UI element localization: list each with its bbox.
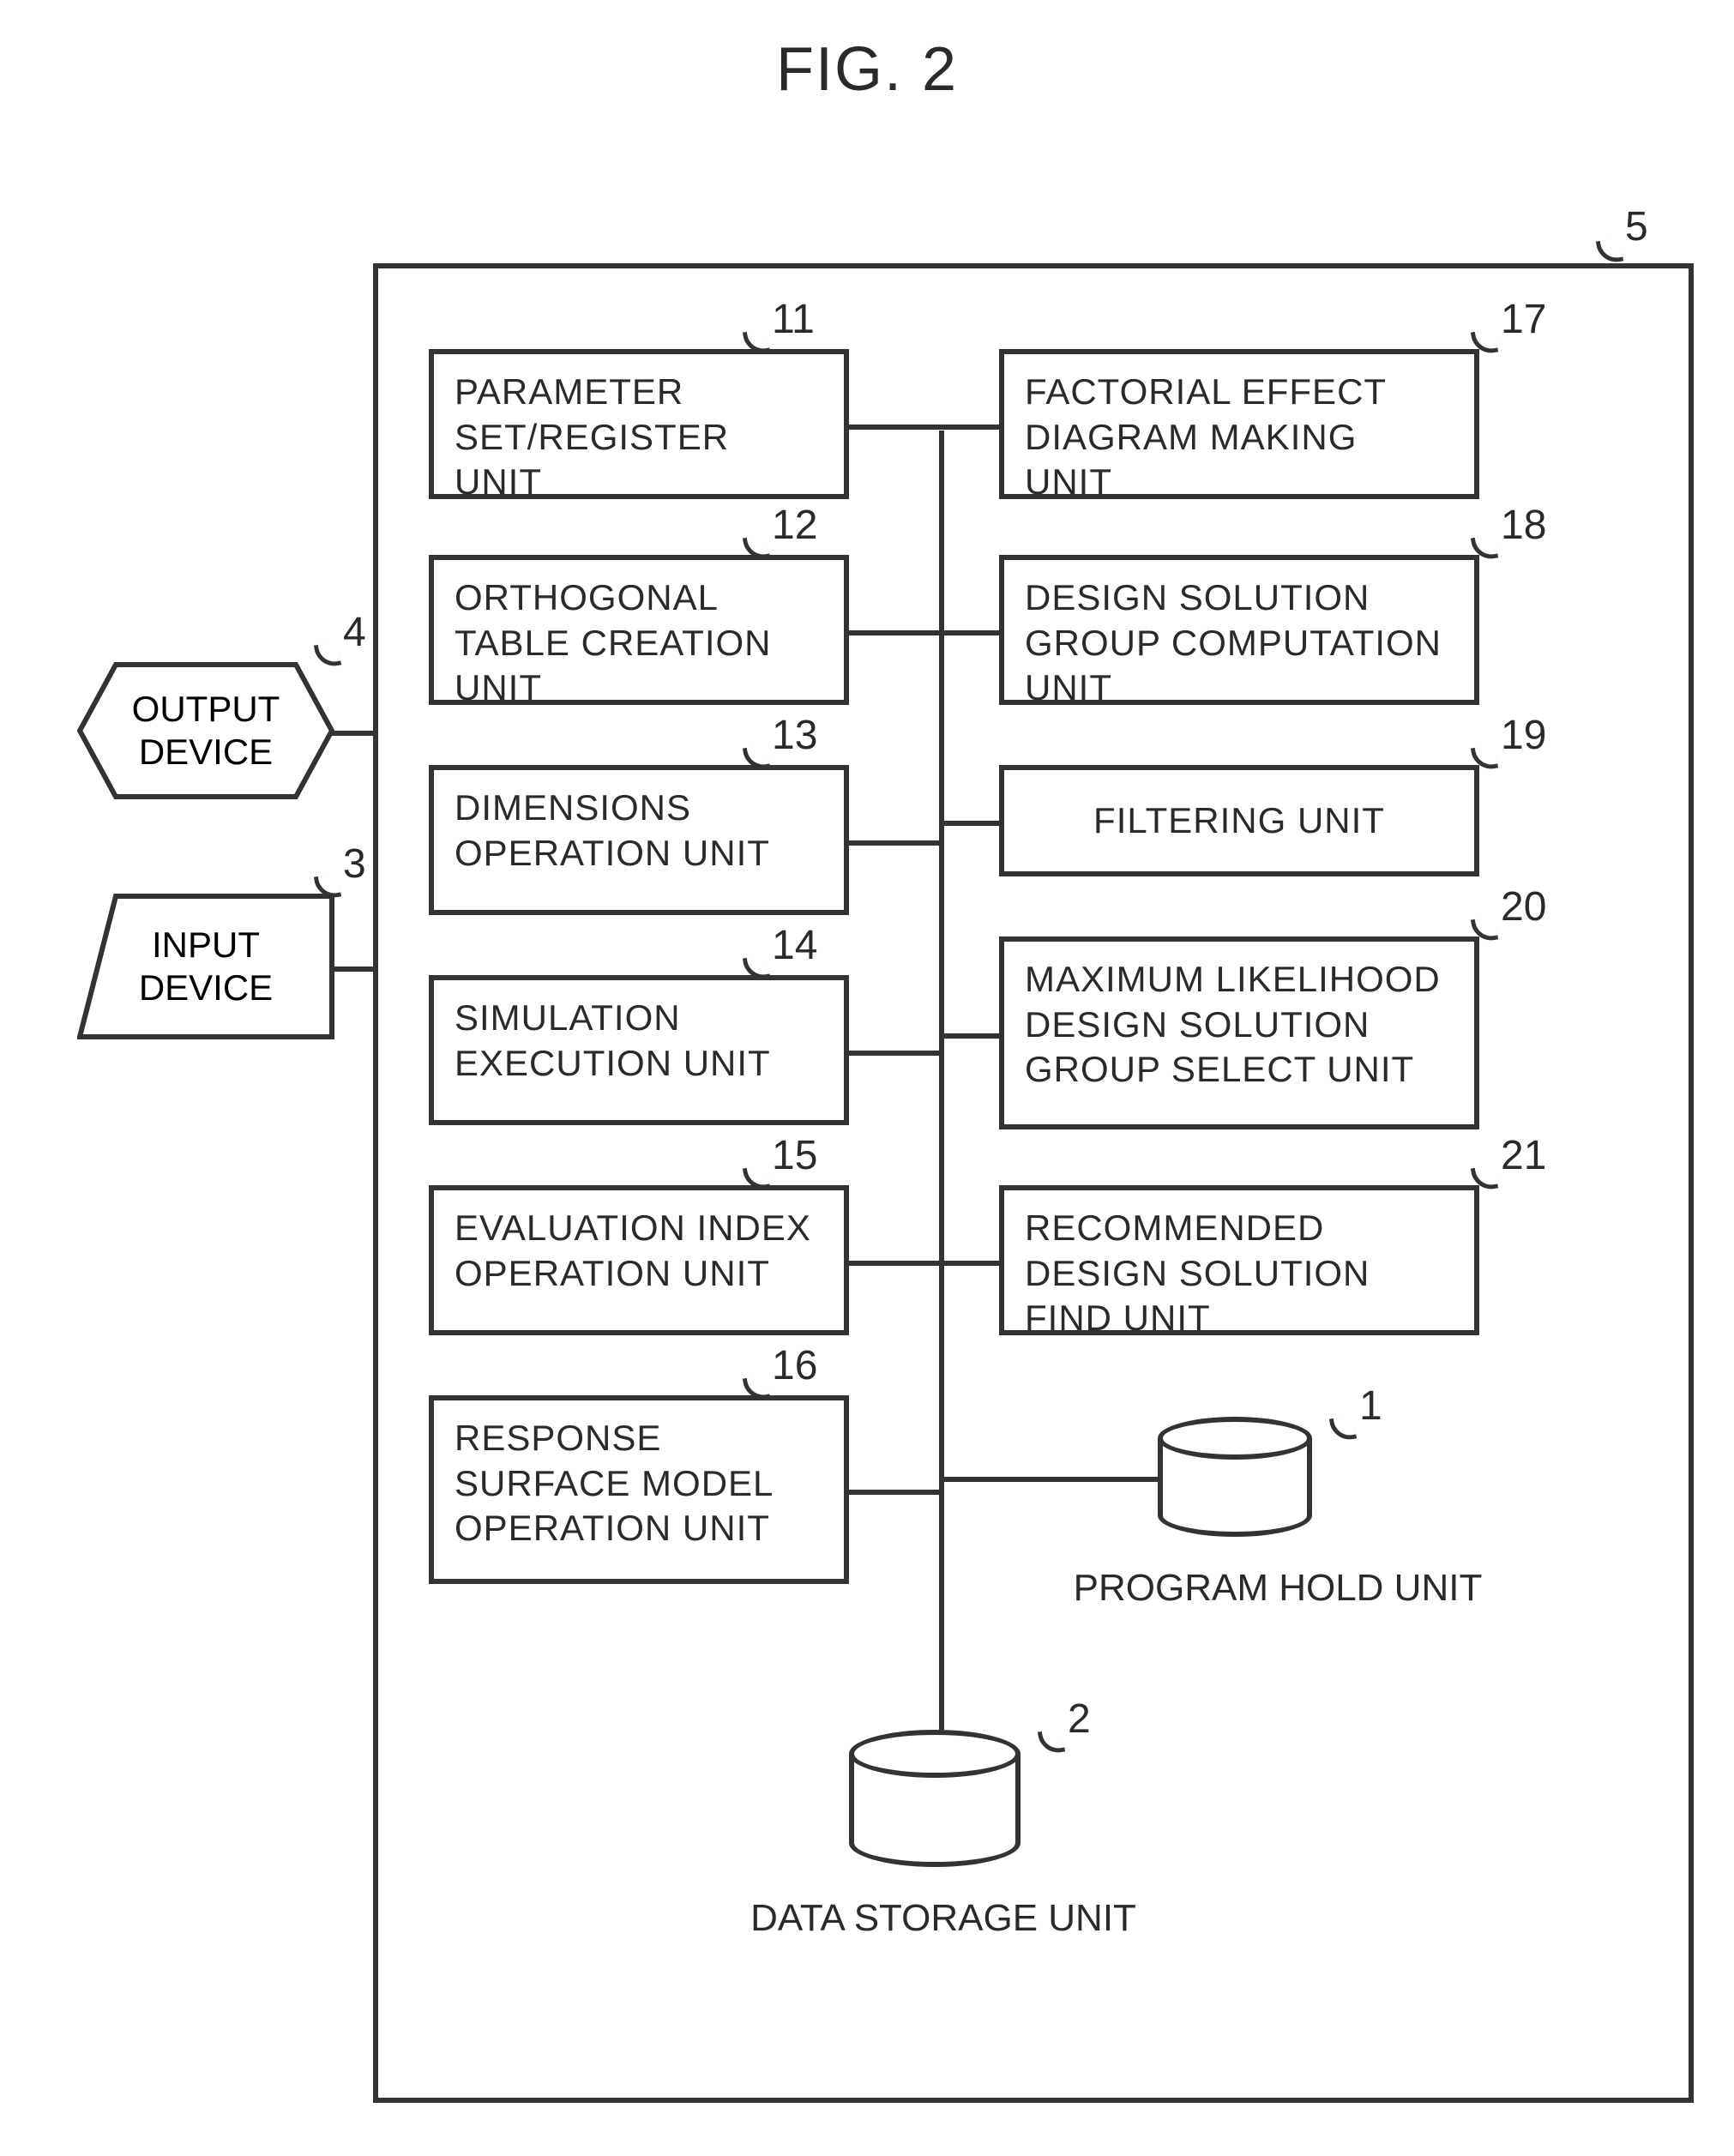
ref-label: 16 xyxy=(772,1342,817,1389)
ref-main-container: 5 xyxy=(1625,203,1648,250)
unit-box: EVALUATION INDEX OPERATION UNIT xyxy=(429,1185,849,1335)
output-device-label: OUTPUT DEVICE xyxy=(77,662,334,799)
connector xyxy=(849,1490,944,1495)
connector xyxy=(939,630,999,635)
connector xyxy=(849,840,944,846)
connector xyxy=(849,630,944,635)
ref-data-storage: 2 xyxy=(1068,1695,1091,1743)
ref-label: 13 xyxy=(772,712,817,759)
data-storage-label: DATA STORAGE UNIT xyxy=(703,1897,1183,1940)
ref-label: 20 xyxy=(1501,883,1546,930)
ref-label: 17 xyxy=(1501,296,1546,343)
unit-box: RESPONSE SURFACE MODEL OPERATION UNIT xyxy=(429,1395,849,1584)
diagram-area: 5 OUTPUT DEVICE 4 INPUT DEVICE 3 PROGRAM… xyxy=(34,148,1698,2120)
ref-label: 19 xyxy=(1501,712,1546,759)
connector xyxy=(939,1261,999,1266)
connector xyxy=(849,425,944,430)
program-hold-cylinder xyxy=(1158,1417,1312,1537)
connector xyxy=(849,1261,944,1266)
program-hold-label: PROGRAM HOLD UNIT xyxy=(1038,1567,1518,1610)
unit-box: FACTORIAL EFFECT DIAGRAM MAKING UNIT xyxy=(999,349,1479,499)
connector xyxy=(939,1033,999,1039)
ref-program-hold: 1 xyxy=(1359,1382,1382,1430)
connector xyxy=(332,731,378,736)
unit-box: FILTERING UNIT xyxy=(999,765,1479,876)
unit-box: DESIGN SOLUTION GROUP COMPUTATION UNIT xyxy=(999,555,1479,705)
ref-input-device: 3 xyxy=(343,840,366,888)
unit-box: DIMENSIONS OPERATION UNIT xyxy=(429,765,849,915)
data-storage-cylinder xyxy=(849,1730,1021,1867)
output-device: OUTPUT DEVICE xyxy=(77,662,334,799)
unit-box: PARAMETER SET/REGISTER UNIT xyxy=(429,349,849,499)
connector xyxy=(849,1051,944,1056)
connector xyxy=(939,1477,1158,1482)
ref-label: 18 xyxy=(1501,502,1546,549)
figure-title: FIG. 2 xyxy=(34,34,1700,105)
input-device: INPUT DEVICE xyxy=(77,894,334,1039)
ref-label: 21 xyxy=(1501,1132,1546,1179)
ref-label: 11 xyxy=(772,296,815,343)
unit-box: RECOMMENDED DESIGN SOLUTION FIND UNIT xyxy=(999,1185,1479,1335)
ref-label: 15 xyxy=(772,1132,817,1179)
unit-box: SIMULATION EXECUTION UNIT xyxy=(429,975,849,1125)
connector xyxy=(939,425,999,430)
ref-output-device: 4 xyxy=(343,609,366,656)
connector xyxy=(332,967,378,972)
ref-label: 12 xyxy=(772,502,817,549)
unit-box: ORTHOGONAL TABLE CREATION UNIT xyxy=(429,555,849,705)
ref-tick xyxy=(1596,238,1623,265)
ref-label: 14 xyxy=(772,922,817,969)
connector xyxy=(939,431,944,1730)
unit-box: MAXIMUM LIKELIHOOD DESIGN SOLUTION GROUP… xyxy=(999,936,1479,1129)
connector xyxy=(939,821,999,826)
input-device-label: INPUT DEVICE xyxy=(77,894,334,1039)
